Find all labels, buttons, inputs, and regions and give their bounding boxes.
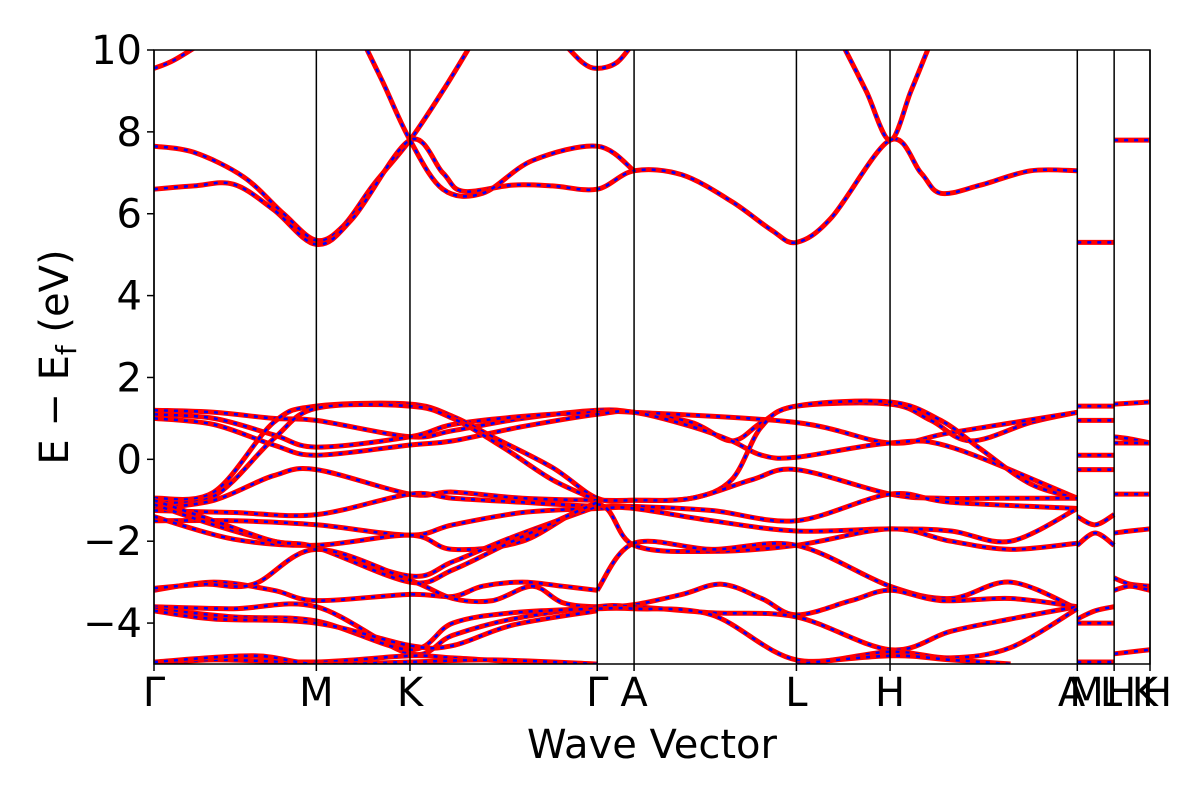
band-line-wannier	[1076, 512, 1116, 528]
y-tick-label: −4	[83, 601, 142, 647]
x-tick-label: L	[1100, 670, 1123, 716]
plot-frame	[153, 49, 1151, 665]
band-line-dft	[1113, 584, 1150, 592]
band-line-wannier	[796, 653, 1011, 664]
band-line-dft	[1076, 531, 1115, 547]
y-tick-label: 4	[117, 274, 142, 320]
band-line-dft	[154, 654, 598, 664]
band-line-dft	[154, 580, 598, 602]
y-tick-label: 2	[117, 355, 142, 401]
band-line-dft	[154, 499, 598, 585]
band-line-dft	[154, 503, 1078, 553]
y-axis-ticks: −4 −2 0 2 4 6 8 10	[83, 28, 154, 647]
band-line-dft	[1113, 527, 1150, 535]
y-tick-label: −2	[83, 519, 142, 565]
y-tick-label: 0	[117, 437, 142, 483]
x-tick-label: H	[875, 670, 905, 716]
y-axis-label-main: E − E	[32, 355, 78, 465]
y-axis-label: E − Ef (eV)	[32, 249, 83, 464]
band-line-wannier	[1113, 399, 1150, 407]
x-tick-label: K	[1132, 670, 1160, 716]
band-line-dft	[365, 50, 635, 198]
band-line-dft	[1113, 576, 1150, 588]
x-tick-label: Γ	[143, 670, 166, 716]
band-line-dft	[154, 602, 1078, 656]
band-line-wannier	[1076, 604, 1115, 622]
y-tick-label: 8	[117, 110, 142, 156]
x-tick-label: L	[785, 670, 808, 716]
band-line-dft	[154, 609, 598, 650]
x-tick-label: H	[1106, 670, 1136, 716]
band-line-dft	[154, 410, 1078, 449]
y-axis-label-unit: (eV)	[32, 249, 78, 345]
plot-area	[154, 50, 1150, 664]
x-tick-label: A	[1058, 670, 1086, 716]
band-line-dft	[568, 50, 630, 70]
band-line-dft	[1113, 648, 1150, 656]
x-tick-label: H	[1142, 670, 1172, 716]
band-line-dft	[154, 654, 598, 664]
x-tick-label: M	[299, 670, 334, 716]
band-line-dft	[154, 50, 470, 242]
x-tick-label: K	[397, 670, 425, 716]
y-tick-label: 10	[91, 28, 142, 74]
band-line-dft	[596, 539, 1078, 610]
band-line-dft	[154, 403, 598, 505]
x-tick-label: M	[1069, 670, 1104, 716]
x-tick-label: A	[620, 670, 648, 716]
y-axis-label-subscript: f	[50, 344, 83, 355]
x-tick-label: Γ	[586, 670, 609, 716]
y-tick-label: 6	[117, 192, 142, 238]
band-line-dft	[154, 410, 1078, 500]
x-axis-label: Wave Vector	[527, 722, 778, 768]
band-line-dft	[154, 50, 194, 70]
